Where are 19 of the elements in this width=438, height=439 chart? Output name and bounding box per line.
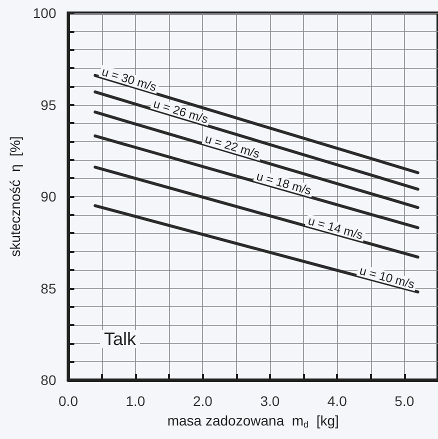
text: u = 22 m/s (203, 132, 262, 162)
y-axis-title: skuteczność η [%] (7, 136, 23, 257)
text: u = 18 m/s (254, 168, 313, 198)
text: u = 10 m/s (358, 263, 416, 292)
x-tick-label: 2.0 (192, 393, 213, 409)
text: u = 14 m/s (306, 214, 365, 242)
text: u = 26 m/s (152, 96, 210, 126)
x-tick-label: 4.0 (327, 393, 348, 409)
annotation: Talk (104, 329, 138, 349)
x-tick-label: 3.0 (260, 393, 280, 409)
y-tick-label: 85 (40, 280, 56, 296)
y-tick-label: 95 (40, 96, 56, 113)
y-tick-label: 100 (32, 5, 56, 21)
x-tick-label: 5.0 (394, 393, 414, 409)
x-tick-label: 1.0 (126, 393, 146, 409)
x-tick-label: 0.0 (58, 393, 78, 409)
text: u = 30 m/s (100, 64, 158, 94)
y-tick-label: 80 (40, 372, 56, 388)
y-tick-label: 90 (40, 188, 56, 204)
